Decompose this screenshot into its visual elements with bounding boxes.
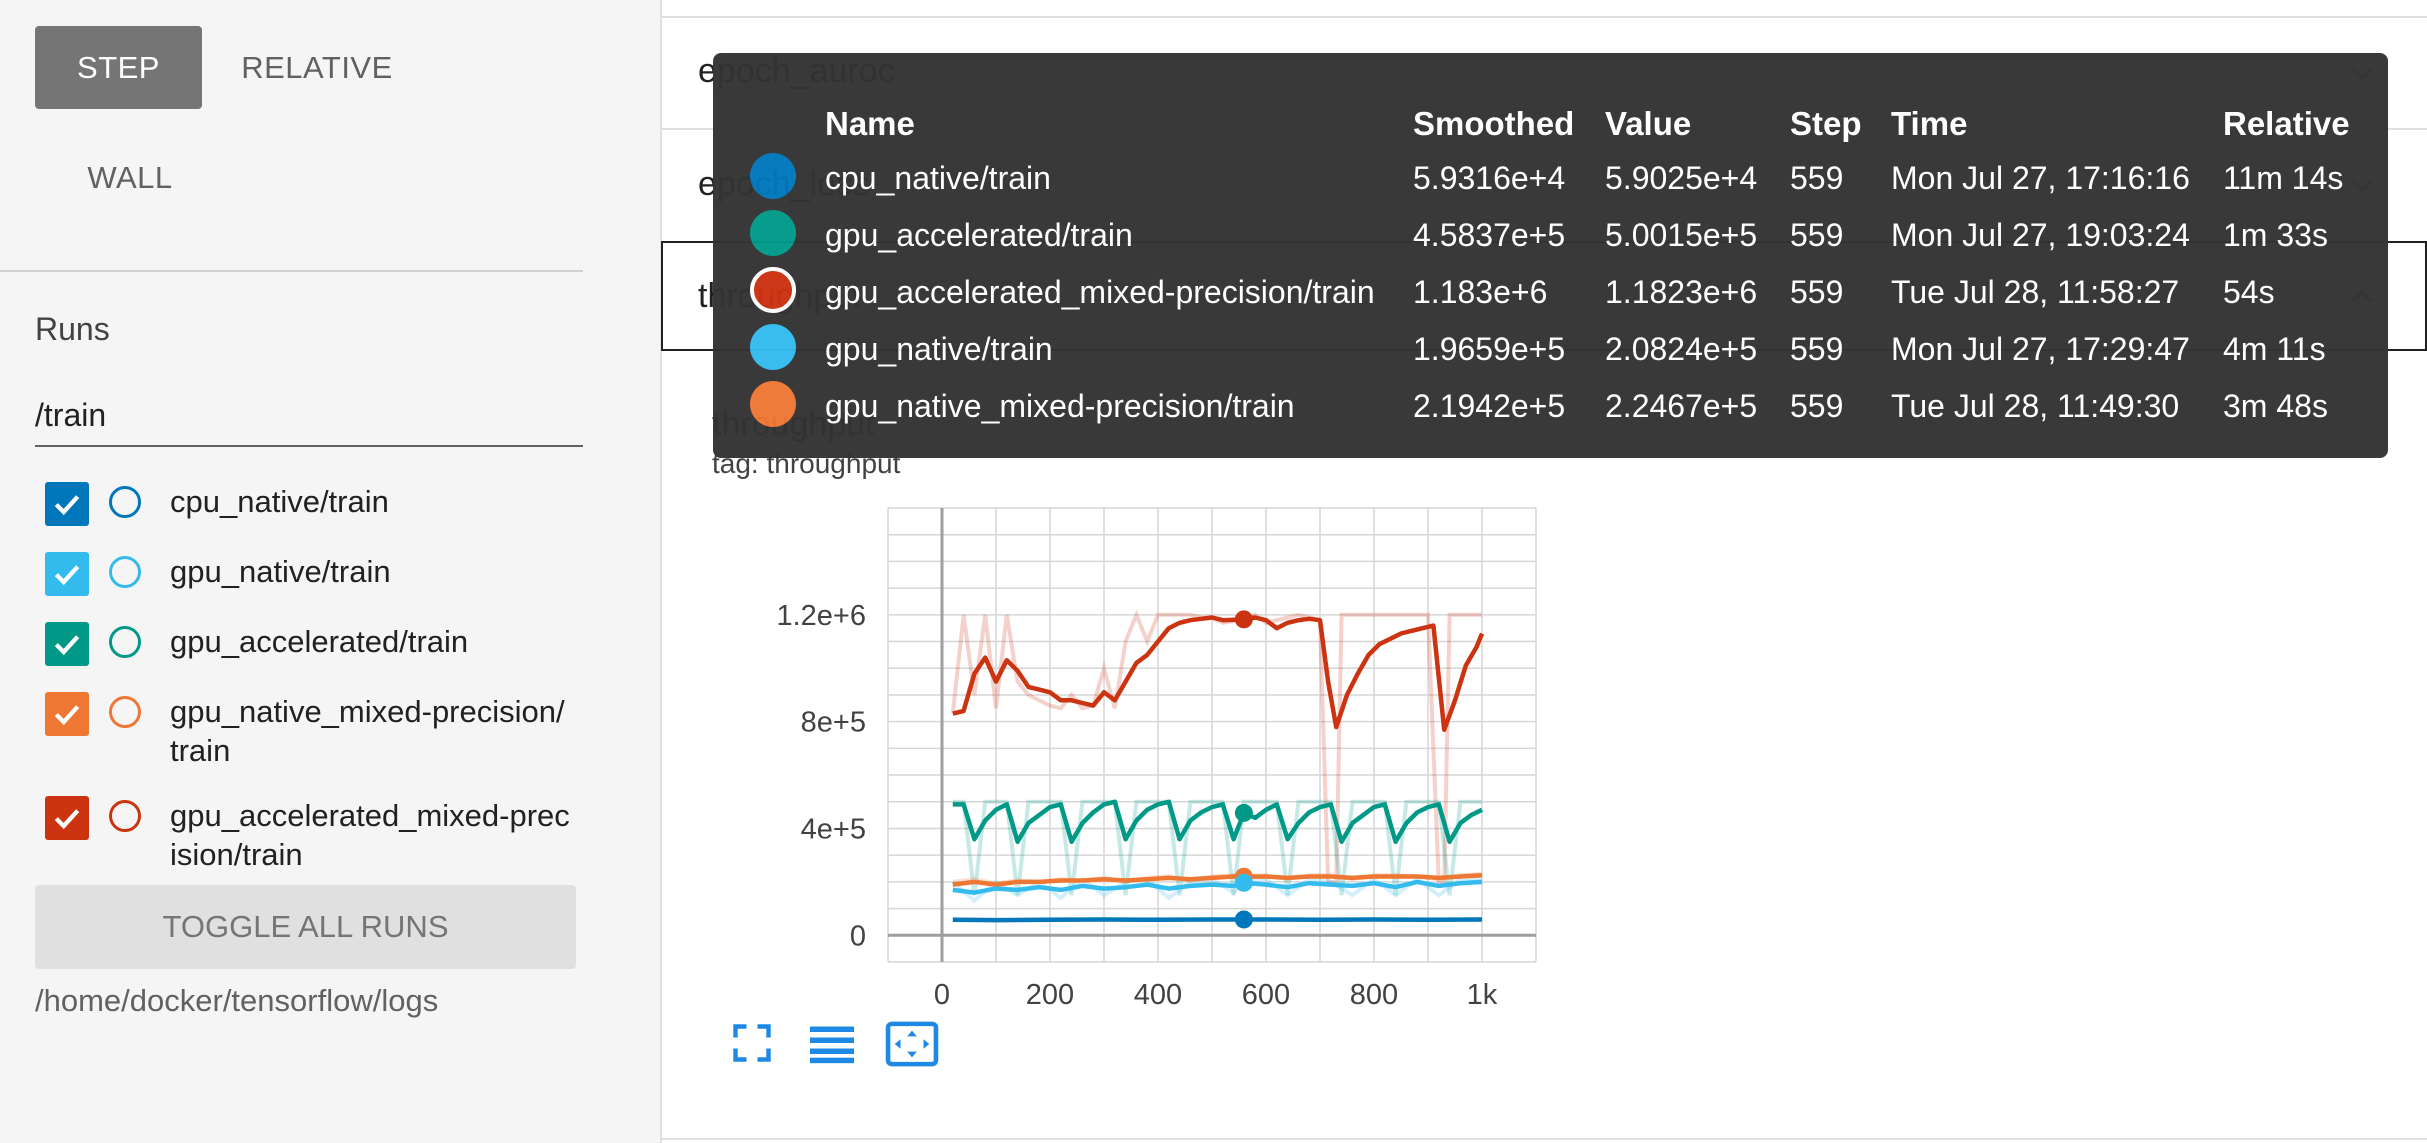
y-tick-label: 8e+5 [801,707,866,739]
run-label: gpu_accelerated_mixed-prec ision/train [170,798,570,872]
tooltip-relative: 4m 11s [2223,331,2326,367]
chart-tooltip: Name Smoothed Value Step Time Relative c… [713,53,2388,458]
runs-title: Runs [35,311,110,347]
checkmark-icon [54,495,80,516]
tooltip-header-value: Value [1605,105,1692,142]
run-checkbox[interactable] [45,622,89,666]
x-tick-label: 600 [1242,979,1290,1011]
x-axis-relative-button[interactable]: RELATIVE [241,49,393,85]
run-color-swatch[interactable] [109,486,141,518]
tooltip-header-smoothed: Smoothed [1413,105,1575,142]
checkmark-icon [54,565,80,586]
x-tick-label: 200 [1026,979,1074,1011]
tooltip-smoothed: 4.5837e+5 [1413,217,1566,253]
tooltip-value: 1.1823e+6 [1605,274,1758,310]
tooltip-time: Tue Jul 28, 11:49:30 [1891,388,2180,424]
tooltip-step: 559 [1790,160,1844,196]
y-tick-label: 4e+5 [801,813,866,845]
data-table-icon[interactable] [808,1021,856,1065]
tooltip-name: cpu_native/train [825,160,1051,196]
run-label: gpu_accelerated/train [170,624,469,659]
x-tick-label: 1k [1467,979,1498,1011]
run-color-swatch[interactable] [109,696,141,728]
x-axis-step-button[interactable]: STEP [35,26,202,109]
tooltip-name: gpu_native/train [825,331,1053,367]
tooltip-run-color-dot [750,210,796,256]
run-label: gpu_native/train [170,554,391,589]
run-checkbox[interactable] [45,796,89,840]
run-checkbox[interactable] [45,692,89,736]
run-checkbox[interactable] [45,482,89,526]
tooltip-value: 5.9025e+4 [1605,160,1758,196]
tooltip-time: Mon Jul 27, 19:03:24 [1891,217,2190,253]
tooltip-header-name: Name [825,105,915,142]
runs-filter-input[interactable] [35,385,583,447]
run-color-swatch[interactable] [109,556,141,588]
sidebar: STEP RELATIVE WALL Runs cpu_native/train… [0,0,661,1143]
fit-domain-icon[interactable] [884,1021,940,1067]
x-tick-label: 800 [1350,979,1398,1011]
tooltip-header-step: Step [1790,105,1862,142]
tooltip-step: 559 [1790,388,1844,424]
series-smoothed-line [952,615,1485,732]
tooltip-value: 2.2467e+5 [1605,388,1758,424]
tooltip-run-color-dot [750,324,796,370]
checkmark-icon [54,635,80,656]
series-smoothed-line [952,799,1483,845]
tooltip-name: gpu_accelerated_mixed-precision/train [825,274,1375,310]
card-separator [660,1138,2427,1140]
series-raw-line [950,609,1482,884]
tooltip-name: gpu_native_mixed-precision/train [825,388,1295,424]
sidebar-divider [0,270,583,272]
tooltip-run-color-dot [750,153,796,199]
tooltip-smoothed: 2.1942e+5 [1413,388,1566,424]
panel-border [660,0,662,1143]
tooltip-step: 559 [1790,274,1844,310]
tooltip-smoothed: 1.183e+6 [1413,274,1548,310]
tooltip-time: Mon Jul 27, 17:16:16 [1891,160,2190,196]
tooltip-relative: 1m 33s [2223,217,2328,253]
hover-point [1234,910,1253,929]
y-tick-label: 1.2e+6 [776,600,866,632]
tooltip-step: 559 [1790,331,1844,367]
tooltip-time: Mon Jul 27, 17:29:47 [1891,331,2190,367]
hover-point [1234,610,1253,629]
tooltip-relative: 54s [2223,274,2275,310]
tooltip-header-relative: Relative [2223,105,2350,142]
x-tick-label: 0 [934,979,950,1011]
tooltip-relative: 3m 48s [2223,388,2328,424]
run-color-swatch[interactable] [109,626,141,658]
hover-point [1234,873,1253,892]
tooltip-run-color-dot [750,267,796,313]
tooltip-relative: 11m 14s [2223,160,2344,196]
fullscreen-icon[interactable] [730,1021,774,1065]
card-separator [660,16,2427,18]
run-color-swatch[interactable] [109,800,141,832]
series-raw-line [952,799,1482,896]
run-label: gpu_native_mixed-precision/ train [170,694,565,768]
checkmark-icon [54,809,80,830]
tooltip-header-time: Time [1891,105,1968,142]
checkmark-icon [54,705,80,726]
x-axis-wall-button[interactable]: WALL [87,159,173,195]
tooltip-value: 5.0015e+5 [1605,217,1758,253]
x-tick-label: 400 [1134,979,1182,1011]
run-checkbox[interactable] [45,552,89,596]
tooltip-time: Tue Jul 28, 11:58:27 [1891,274,2180,310]
y-tick-label: 0 [850,920,866,952]
series-smoothed-line [952,879,1483,895]
hover-point [1234,803,1253,822]
throughput-chart[interactable]: 0 200 400 600 800 1k 0 4e+5 8e+5 1.2e+6 [660,0,2427,1143]
tooltip-smoothed: 5.9316e+4 [1413,160,1566,196]
tooltip-step: 559 [1790,217,1844,253]
series-smoothed-line [952,872,1483,887]
run-label: cpu_native/train [170,484,389,519]
series-smoothed-line [952,917,1483,923]
logdir-path: /home/docker/tensorflow/logs [35,983,439,1018]
toggle-all-runs-button[interactable]: TOGGLE ALL RUNS [35,885,576,969]
tooltip-smoothed: 1.9659e+5 [1413,331,1566,367]
tooltip-value: 2.0824e+5 [1605,331,1758,367]
tooltip-name: gpu_accelerated/train [825,217,1133,253]
tooltip-run-color-dot [750,381,796,427]
